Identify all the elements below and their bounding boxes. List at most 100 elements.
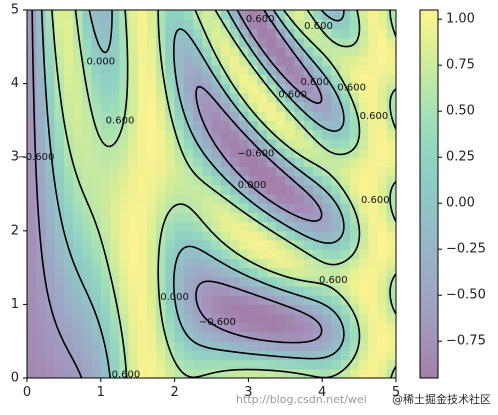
contour-label: −0.600 — [199, 317, 236, 328]
heatmap-cell — [285, 221, 296, 232]
heatmap-cell — [257, 203, 268, 213]
heatmap-cell — [110, 19, 120, 29]
heatmap-cell — [110, 148, 120, 158]
heatmap-cell — [266, 10, 277, 20]
heatmap-cell — [322, 304, 333, 315]
heatmap-cell — [386, 267, 396, 278]
heatmap-cell — [202, 46, 213, 57]
contour-line-level — [40, 10, 345, 378]
heatmap-cell — [63, 184, 74, 195]
heatmap-cell — [322, 240, 333, 250]
heatmap-cell — [27, 249, 37, 259]
heatmap-cell — [100, 56, 111, 66]
heatmap-cell — [229, 120, 240, 131]
heatmap-cell — [54, 341, 65, 351]
heatmap-cell — [303, 286, 314, 296]
heatmap-cell — [285, 249, 296, 259]
heatmap-cell — [303, 120, 314, 131]
heatmap-cell — [27, 65, 37, 75]
heatmap-cell — [229, 350, 240, 361]
heatmap-cell — [27, 175, 37, 186]
heatmap-cell — [377, 28, 388, 39]
heatmap-cell — [377, 203, 388, 213]
heatmap-cell — [386, 138, 396, 149]
heatmap-cell — [128, 175, 139, 186]
heatmap-cell — [312, 56, 323, 66]
heatmap-cell — [36, 322, 47, 333]
heatmap-cell — [45, 129, 56, 140]
heatmap-cell — [340, 37, 351, 48]
heatmap-cell — [248, 65, 259, 75]
heatmap-cell — [349, 304, 360, 315]
heatmap-cell — [294, 157, 305, 167]
heatmap-cell — [146, 28, 157, 39]
heatmap-cell — [156, 350, 166, 361]
heatmap-cell — [174, 221, 185, 232]
heatmap-cell — [73, 129, 83, 140]
heatmap-cell — [82, 138, 93, 149]
heatmap-cell — [349, 184, 360, 195]
heatmap-cell — [110, 166, 120, 177]
heatmap-cell — [276, 56, 286, 66]
heatmap-cell — [36, 313, 47, 324]
heatmap-cell — [312, 341, 323, 351]
heatmap-cell — [266, 166, 277, 177]
heatmap-cell — [110, 92, 120, 103]
contour-label: 0.600 — [319, 275, 348, 286]
heatmap-cell — [36, 148, 47, 158]
heatmap-cell — [340, 304, 351, 315]
heatmap-cell — [36, 129, 47, 140]
heatmap-cell — [220, 304, 231, 315]
heatmap-cell — [27, 313, 37, 324]
heatmap-cell — [91, 276, 102, 287]
heatmap-cell — [128, 120, 139, 131]
heatmap-cell — [110, 120, 120, 131]
heatmap-cell — [248, 74, 259, 85]
heatmap-cell — [82, 37, 93, 48]
heatmap-cell — [294, 120, 305, 131]
heatmap-cell — [110, 221, 120, 232]
heatmap-cell — [45, 258, 56, 269]
heatmap-cell — [377, 332, 388, 342]
heatmap-cell — [211, 111, 222, 121]
heatmap-cell — [128, 212, 139, 223]
heatmap-cell — [63, 56, 74, 66]
heatmap-cell — [248, 350, 259, 361]
heatmap-cell — [257, 249, 268, 259]
heatmap-cell — [340, 83, 351, 94]
heatmap-cell — [110, 295, 120, 305]
heatmap-cell — [322, 286, 333, 296]
heatmap-cell — [368, 65, 379, 75]
heatmap-cell — [193, 184, 203, 195]
heatmap-cell — [165, 56, 176, 66]
heatmap-cell — [128, 332, 139, 342]
heatmap-cell — [174, 240, 185, 250]
heatmap-cell — [294, 313, 305, 324]
heatmap-cell — [202, 148, 213, 158]
heatmap-cell — [294, 286, 305, 296]
heatmap-cell — [128, 157, 139, 167]
heatmap-cell — [183, 258, 194, 269]
heatmap-cell — [174, 129, 185, 140]
heatmap-cell — [137, 166, 148, 177]
x-tick-label: 0 — [23, 385, 31, 400]
heatmap-cell — [331, 295, 342, 305]
heatmap-cell — [82, 350, 93, 361]
heatmap-cell — [386, 368, 396, 378]
heatmap-cell — [248, 212, 259, 223]
heatmap-cell — [294, 322, 305, 333]
heatmap-cell — [359, 276, 369, 287]
heatmap-cell — [146, 240, 157, 250]
heatmap-cell — [202, 368, 213, 378]
heatmap-cell — [257, 184, 268, 195]
heatmap-cell — [331, 83, 342, 94]
heatmap-cell — [276, 368, 286, 378]
heatmap-cell — [266, 120, 277, 131]
heatmap-cell — [340, 341, 351, 351]
heatmap-cell — [303, 240, 314, 250]
heatmap-cell — [146, 295, 157, 305]
heatmap-cell — [294, 276, 305, 287]
heatmap-cell — [137, 92, 148, 103]
watermark-site: @稀土掘金技术社区 — [392, 392, 491, 406]
heatmap-cell — [285, 276, 296, 287]
